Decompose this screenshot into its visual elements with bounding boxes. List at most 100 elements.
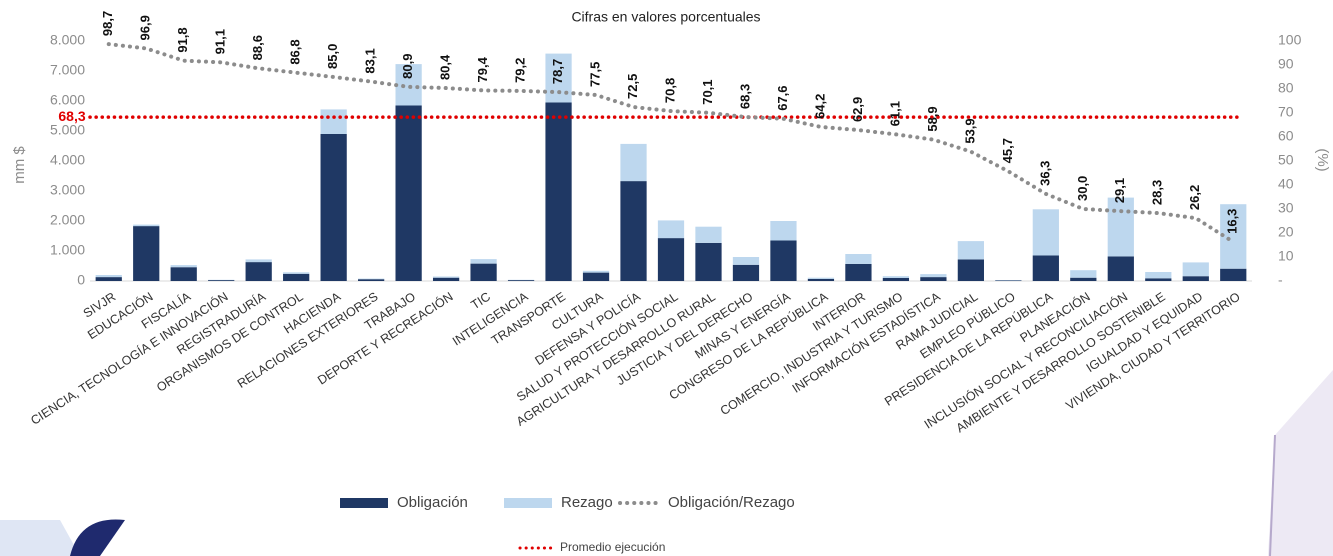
bar-segment [1032, 255, 1059, 281]
bar-segment [807, 278, 835, 281]
data-label: 70,8 [662, 78, 677, 103]
bar-segment [170, 267, 197, 281]
bar-segment [920, 277, 947, 281]
bar-segment [245, 262, 272, 281]
y-tick-label: 3.000 [50, 182, 85, 198]
bar-segment [395, 105, 422, 281]
y2-tick-label: 70 [1278, 104, 1294, 120]
bar-segment [770, 240, 797, 281]
data-label: 62,9 [850, 97, 865, 122]
y-tick-label: 6.000 [50, 92, 85, 108]
data-label: 72,5 [625, 74, 640, 99]
bar-segment [1107, 197, 1134, 257]
bar-segment [1032, 209, 1059, 256]
y-tick-label: 5.000 [50, 122, 85, 138]
data-label: 26,2 [1187, 185, 1202, 210]
bar-segment [1070, 270, 1097, 278]
bar-segment [620, 181, 647, 281]
bar-segment [695, 226, 722, 243]
data-label: 79,2 [513, 58, 528, 83]
bar-segment [170, 265, 197, 268]
decoration [0, 520, 80, 556]
y2-tick-label: 80 [1278, 80, 1294, 96]
data-label: 80,4 [438, 54, 453, 80]
y-tick-label: 1.000 [50, 242, 85, 258]
bar-segment [1145, 272, 1172, 279]
decoration [1268, 370, 1333, 556]
data-label: 91,1 [213, 29, 228, 54]
bar-segment [957, 241, 984, 260]
bar-segment [208, 280, 235, 281]
bar-segment [845, 254, 872, 264]
bar-segment [882, 276, 910, 278]
bar-segment [95, 277, 122, 281]
decoration [1269, 434, 1276, 556]
y2-tick-label: 90 [1278, 56, 1294, 72]
bar-segment [507, 280, 535, 281]
bar-segment [283, 273, 310, 281]
bar-segment [657, 238, 685, 281]
data-label: 58,9 [925, 106, 940, 131]
y2-tick-label: 100 [1278, 32, 1302, 48]
bar-segment [395, 64, 422, 106]
decoration [70, 519, 125, 556]
data-label: 77,5 [587, 62, 602, 87]
y-tick-label: 8.000 [50, 32, 85, 48]
data-label: 98,7 [100, 11, 115, 36]
y2-tick-label: 50 [1278, 152, 1294, 168]
legend-swatch [340, 498, 388, 508]
bar-segment [245, 259, 272, 263]
bar-segment [133, 224, 160, 227]
bar-segment [283, 272, 310, 274]
bar-segment [1182, 262, 1209, 277]
bar-segment [732, 264, 760, 281]
data-label: 70,1 [700, 79, 715, 104]
bar-segment [545, 102, 572, 281]
bar-segment [320, 109, 347, 134]
data-label: 30,0 [1075, 176, 1090, 201]
x-tick-label: TIC [468, 290, 493, 313]
data-label: 61,1 [887, 101, 902, 126]
bar-segment [1145, 278, 1172, 281]
bar-segment [582, 272, 610, 281]
data-label: 53,9 [962, 118, 977, 143]
bar-segment [995, 280, 1022, 281]
bar-segment [732, 257, 760, 265]
y-axis-title: mm $ [11, 146, 28, 184]
data-label: 64,2 [812, 94, 827, 119]
data-label: 29,1 [1112, 178, 1127, 203]
data-label: 86,8 [288, 39, 303, 64]
data-label: 80,9 [400, 54, 415, 79]
bar-segment [95, 275, 122, 278]
data-label: 16,3 [1225, 209, 1240, 234]
bar-segment [582, 270, 610, 273]
data-label: 67,6 [775, 85, 790, 110]
legend-label: Rezago [561, 494, 613, 511]
bar-segment [882, 278, 910, 281]
bar-segment [1220, 268, 1247, 281]
bar-segment [770, 221, 797, 241]
legend-label: Promedio ejecución [560, 540, 665, 554]
legend-label: Obligación [397, 494, 468, 511]
data-label: 68,3 [737, 84, 752, 109]
bar-segment [358, 279, 385, 281]
y2-tick-label: 10 [1278, 248, 1294, 264]
bar-segment [470, 259, 497, 264]
data-label: 79,4 [475, 56, 490, 82]
bar-segment [470, 263, 497, 281]
y-tick-label: 2.000 [50, 212, 85, 228]
data-label: 85,0 [325, 44, 340, 69]
data-label: 28,3 [1150, 180, 1165, 205]
y-tick-label: 4.000 [50, 152, 85, 168]
bar-segment [1220, 204, 1247, 269]
bar-segment [432, 277, 460, 281]
y2-tick-label: 40 [1278, 176, 1294, 192]
y-tick-label: 7.000 [50, 62, 85, 78]
reference-label: 68,3 [58, 108, 85, 124]
bar-segment [133, 226, 160, 281]
bar-segment [845, 263, 872, 281]
bar-segment [657, 220, 685, 239]
bar-segment [1107, 256, 1134, 281]
y-tick-label: 0 [77, 272, 85, 288]
bar-segment [432, 276, 460, 278]
